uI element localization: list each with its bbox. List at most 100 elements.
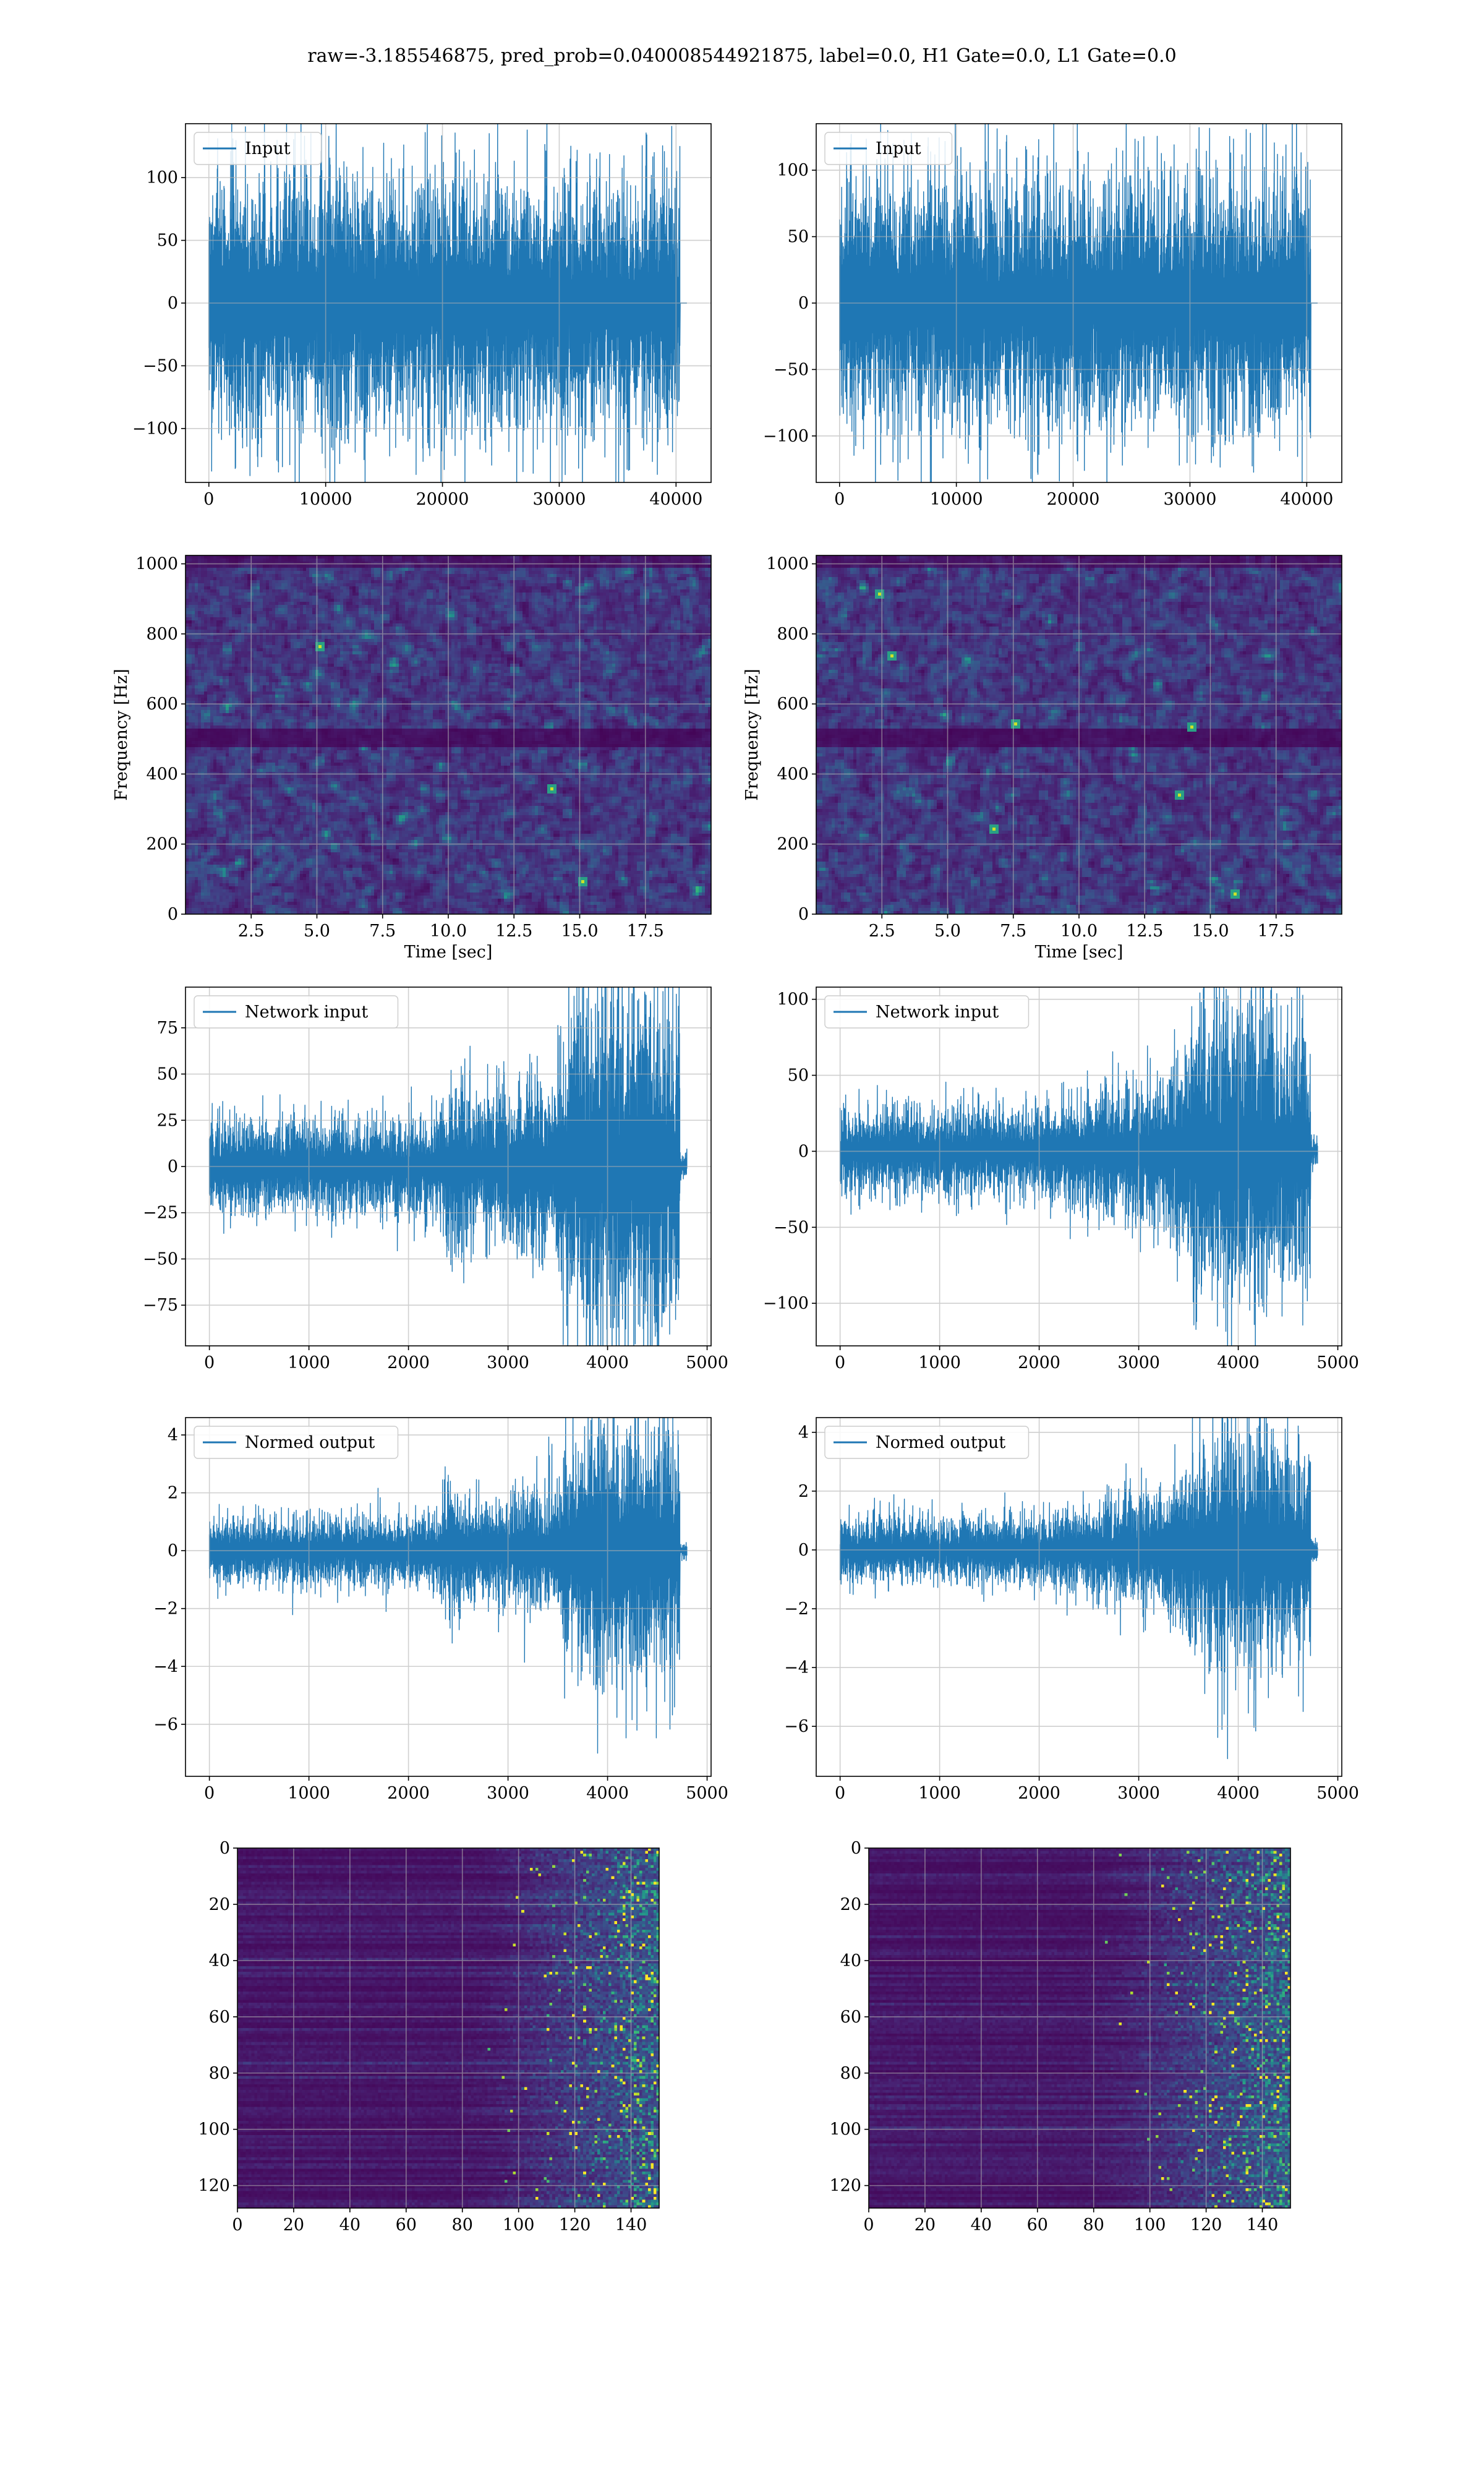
legend-entry: Normed output (245, 1433, 375, 1452)
x-tick-label: 2000 (1018, 1353, 1060, 1372)
x-tick-label: 0 (203, 490, 214, 509)
legend-entry: Input (245, 139, 291, 158)
y-tick-label: 100 (198, 2120, 230, 2139)
grid-lines (869, 1848, 1290, 2208)
grid-lines (186, 1418, 711, 1776)
x-tick-label: 1000 (288, 1784, 330, 1803)
axes-normed-left: 0 1000 2000 3000 4000 5000 −6 −4 −2 0 2 4 Normed out… (153, 1417, 728, 1803)
axes-input-left: 0 10000 20000 30000 40000 −100 −50 0 50 100 Input (132, 123, 712, 509)
y-tick-label: 120 (829, 2177, 861, 2196)
legend: Network input (194, 995, 399, 1029)
x-tick-label: 4000 (1217, 1784, 1260, 1803)
x-tick-label: 40000 (649, 490, 702, 509)
axes-netin-left: 0 1000 2000 3000 4000 5000 −75 −50 −25 0 25 50 75 Net… (143, 987, 728, 1372)
grid-lines (816, 1418, 1342, 1776)
y-tick-label: 0 (168, 1157, 178, 1176)
y-tick-label: −4 (153, 1657, 178, 1676)
y-tick-label: 0 (168, 905, 178, 924)
y-tick-label: 50 (157, 1065, 178, 1084)
x-tick-label: 30000 (532, 490, 586, 509)
heatmap-image (869, 1848, 1290, 2208)
y-tick-label: 0 (798, 905, 809, 924)
y-tick-label: 4 (168, 1426, 178, 1445)
grid-lines (237, 1848, 659, 2208)
x-tick-label: 1000 (918, 1784, 961, 1803)
plot-area (237, 1848, 659, 2208)
y-tick-label: 60 (840, 2008, 861, 2027)
heatmap-image (237, 1848, 659, 2208)
axes-tf-right: 0 20 40 60 80 100 120 140 0 20 40 60 80 100 120 (829, 1839, 1291, 2235)
legend-entry: Network input (876, 1003, 999, 1022)
grid-lines (816, 124, 1342, 482)
legend-entry: Normed output (876, 1433, 1005, 1452)
y-tick-label: −2 (784, 1599, 809, 1619)
x-tick-label: 120 (1190, 2215, 1222, 2235)
y-tick-label: 400 (146, 764, 178, 784)
y-tick-label: 25 (157, 1111, 178, 1130)
y-tick-label: 50 (157, 231, 178, 250)
x-tick-label: 20000 (416, 490, 469, 509)
y-tick-label: 0 (168, 1541, 178, 1560)
x-tick-label: 2000 (1018, 1784, 1060, 1803)
legend-box (194, 132, 322, 165)
x-tick-label: 15.0 (561, 922, 598, 941)
y-tick-label: −50 (143, 356, 178, 375)
x-tick-label: 100 (1134, 2215, 1166, 2235)
legend: Input (824, 132, 953, 165)
x-tick-label: 4000 (586, 1784, 629, 1803)
x-tick-label: 2.5 (869, 922, 895, 941)
y-tick-label: 4 (798, 1423, 809, 1442)
y-tick-label: 800 (777, 625, 809, 644)
y-tick-label: 100 (146, 168, 178, 187)
plot-area (186, 124, 711, 482)
x-tick-label: 0 (232, 2215, 242, 2235)
y-tick-label: −50 (143, 1249, 178, 1269)
x-tick-label: 0 (863, 2215, 874, 2235)
y-tick-label: 200 (777, 835, 809, 854)
x-tick-label: 7.5 (369, 922, 396, 941)
axes-frame (237, 1847, 660, 2209)
x-tick-label: 20 (283, 2215, 304, 2235)
grid-lines (186, 555, 711, 914)
legend: Normed output (194, 1426, 399, 1459)
y-axis-label: Frequency [Hz] (743, 669, 762, 800)
x-tick-label: 10.0 (430, 922, 467, 941)
x-tick-label: 5.0 (934, 922, 961, 941)
y-tick-label: 2 (168, 1484, 178, 1503)
x-tick-label: 1000 (918, 1353, 961, 1372)
plot-area (186, 555, 711, 914)
x-axis-label: Time [sec] (404, 943, 493, 962)
x-tick-label: 5000 (686, 1784, 728, 1803)
x-tick-label: 12.5 (495, 922, 532, 941)
x-tick-label: 2000 (387, 1353, 430, 1372)
legend: Network input (824, 995, 1030, 1029)
y-tick-label: −2 (153, 1599, 178, 1619)
y-tick-label: 120 (198, 2177, 230, 2196)
y-tick-label: 80 (840, 2064, 861, 2083)
y-tick-label: 1000 (766, 555, 809, 574)
x-tick-label: 5000 (1316, 1353, 1359, 1372)
y-tick-label: 2 (798, 1482, 809, 1501)
x-tick-label: 0 (834, 490, 845, 509)
y-tick-label: 100 (829, 2120, 861, 2139)
y-tick-label: 60 (209, 2008, 230, 2027)
y-tick-label: 200 (146, 835, 178, 854)
x-tick-label: 140 (615, 2215, 647, 2235)
y-tick-label: 40 (840, 1951, 861, 1971)
x-tick-label: 60 (1027, 2215, 1048, 2235)
y-tick-label: 50 (788, 1066, 809, 1085)
axes-spec-left: 2.5 5.0 7.5 10.0 12.5 15.0 17.5 0 200 400 600 800 10… (112, 555, 712, 962)
y-tick-label: 800 (146, 625, 178, 644)
y-tick-label: 0 (220, 1839, 230, 1858)
legend-box (824, 1426, 1030, 1459)
legend-entry: Input (876, 139, 921, 158)
plot-area (869, 1848, 1290, 2208)
y-tick-label: −4 (784, 1658, 809, 1677)
x-tick-label: 40000 (1280, 490, 1333, 509)
series-line (839, 124, 1318, 482)
y-tick-label: −75 (143, 1296, 178, 1315)
grid-lines (186, 987, 711, 1346)
y-tick-label: 20 (840, 1895, 861, 1914)
y-tick-label: −25 (143, 1204, 178, 1223)
